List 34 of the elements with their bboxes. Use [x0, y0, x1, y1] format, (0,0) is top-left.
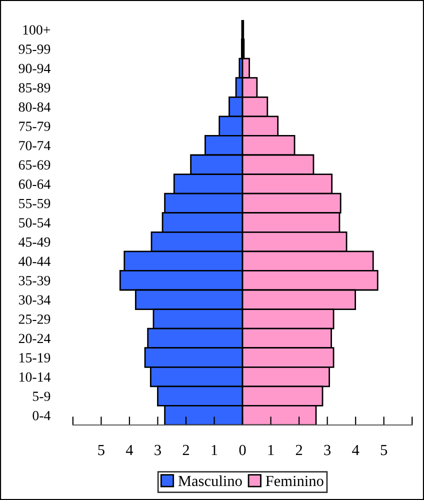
y-tick-label: 30-34	[18, 295, 50, 305]
y-tick-label: 70-74	[19, 140, 50, 150]
y-tick-label: 85-89	[18, 83, 50, 92]
y-tick-label: 15-19	[20, 353, 50, 362]
y-tick-label: 55-59	[19, 198, 50, 208]
y-tick-label: 25-29	[18, 314, 50, 324]
legend-label: Masculino	[178, 475, 242, 486]
x-tick-label: 3	[324, 444, 331, 456]
y-tick-label: 20-24	[18, 334, 50, 344]
y-tick-label: 0-4	[32, 410, 50, 420]
legend-label: Feminino	[266, 476, 324, 486]
x-tick-label: 4	[352, 444, 360, 456]
y-tick-label: 100+	[23, 25, 50, 35]
x-tick-label: 4	[126, 444, 134, 456]
y-tick-label: 80-84	[18, 102, 50, 112]
y-tick-label: 45-49	[18, 237, 50, 247]
y-tick-label: 35-39	[18, 276, 50, 286]
x-tick-label: 3	[154, 444, 161, 456]
y-tick-label: 5-9	[33, 392, 50, 402]
y-tick-label: 40-44	[18, 256, 50, 266]
y-tick-label: 60-64	[18, 180, 50, 189]
y-tick-label: 50-54	[19, 218, 50, 228]
x-tick-label: 1	[212, 444, 218, 456]
y-tick-label: 75-79	[19, 122, 50, 132]
x-tick-label: 2	[182, 444, 189, 456]
y-tick-label: 65-69	[18, 160, 50, 170]
x-tick-label: 2	[296, 444, 302, 456]
x-tick-label: 1	[268, 444, 274, 456]
x-tick-label: 5	[98, 445, 104, 456]
x-tick-label: 0	[239, 444, 246, 456]
y-tick-label: 95-99	[18, 44, 50, 54]
y-tick-label: 10-14	[20, 372, 50, 382]
y-tick-label: 90-94	[18, 64, 50, 74]
x-tick-label: 5	[380, 445, 388, 456]
